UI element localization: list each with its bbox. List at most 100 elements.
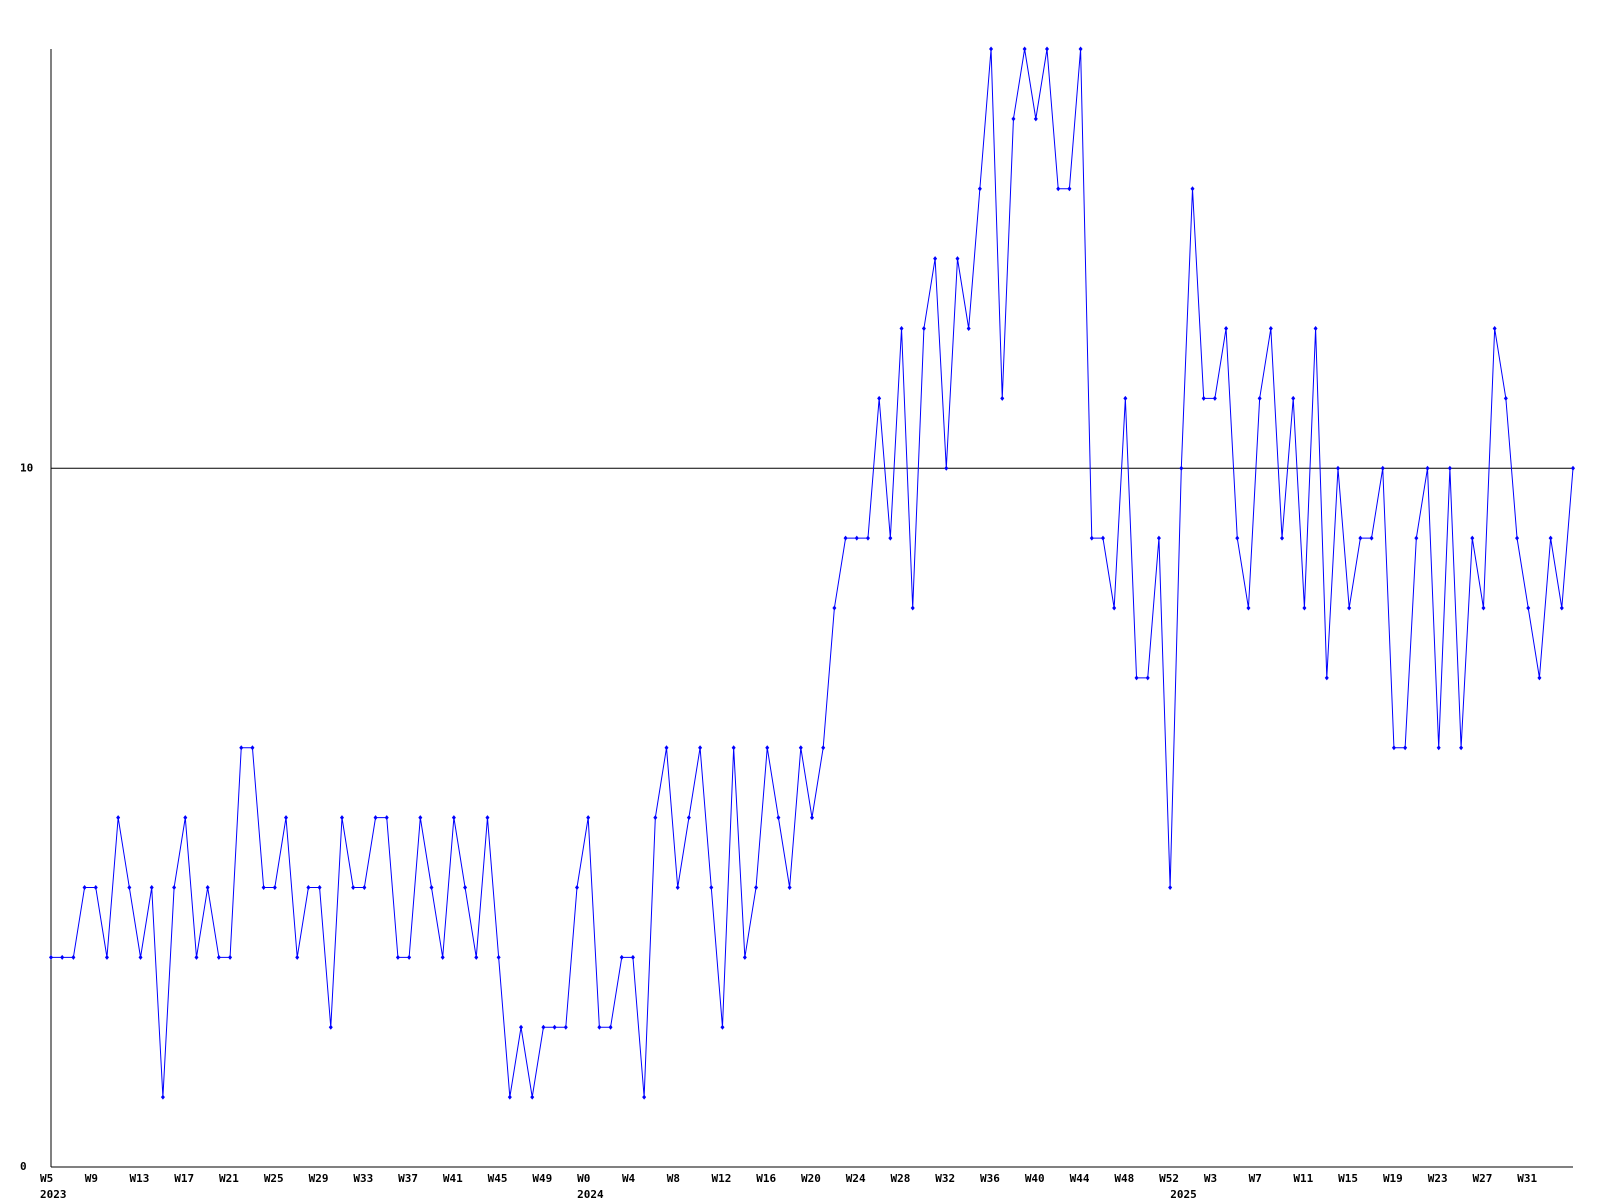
- point-marker: [1347, 605, 1352, 611]
- point-marker: [1526, 605, 1531, 611]
- x-year-label: 2024: [577, 1188, 604, 1200]
- point-marker: [1470, 535, 1475, 541]
- point-marker: [339, 815, 344, 821]
- point-marker: [1548, 535, 1553, 541]
- point-marker: [977, 186, 982, 192]
- point-marker: [1112, 605, 1117, 611]
- point-marker: [1045, 46, 1050, 52]
- point-marker: [709, 885, 714, 890]
- point-marker: [989, 46, 994, 52]
- point-marker: [1246, 605, 1251, 611]
- x-tick-label: W7: [1249, 1172, 1262, 1185]
- x-tick-label: W4: [622, 1172, 636, 1185]
- point-marker: [317, 885, 322, 890]
- point-marker: [496, 954, 501, 960]
- point-marker: [966, 326, 971, 331]
- point-marker: [1481, 605, 1486, 611]
- point-marker: [1559, 605, 1564, 611]
- x-tick-label: W5: [40, 1172, 53, 1185]
- point-marker: [1123, 395, 1128, 401]
- point-marker: [127, 885, 132, 890]
- point-marker: [675, 885, 680, 890]
- point-marker: [60, 954, 65, 960]
- point-marker: [1179, 465, 1184, 471]
- point-marker: [1011, 116, 1016, 122]
- point-marker: [1459, 745, 1464, 751]
- point-marker: [418, 815, 423, 821]
- point-marker: [1302, 605, 1307, 611]
- point-marker: [664, 745, 669, 751]
- point-marker: [93, 885, 98, 890]
- point-marker: [877, 395, 882, 401]
- point-marker: [1447, 465, 1452, 471]
- point-marker: [597, 1024, 602, 1030]
- x-tick-label: W20: [801, 1172, 821, 1185]
- point-marker: [742, 954, 747, 960]
- point-marker: [116, 815, 121, 821]
- point-marker: [854, 535, 859, 541]
- point-marker: [1078, 46, 1083, 52]
- point-marker: [1089, 535, 1094, 541]
- y-tick-label: 0: [20, 1160, 27, 1173]
- point-marker: [530, 1094, 535, 1100]
- point-marker: [798, 745, 803, 751]
- x-tick-label: W3: [1204, 1172, 1217, 1185]
- point-marker: [1324, 675, 1329, 681]
- point-marker: [1235, 535, 1240, 541]
- point-marker: [1335, 465, 1340, 471]
- point-marker: [1022, 46, 1027, 52]
- point-marker: [910, 605, 915, 611]
- point-marker: [619, 954, 624, 960]
- x-tick-label: W16: [756, 1172, 776, 1185]
- x-tick-label: W8: [667, 1172, 680, 1185]
- point-marker: [183, 815, 188, 821]
- point-marker: [832, 605, 837, 611]
- point-marker: [765, 745, 770, 751]
- point-marker: [205, 885, 210, 890]
- x-tick-label: W28: [891, 1172, 911, 1185]
- point-marker: [1000, 395, 1005, 401]
- x-tick-label: W49: [532, 1172, 552, 1185]
- point-marker: [1425, 465, 1430, 471]
- point-marker: [731, 745, 736, 751]
- point-marker: [216, 954, 221, 960]
- point-marker: [1280, 535, 1285, 541]
- point-marker: [1100, 535, 1105, 541]
- point-marker: [172, 885, 177, 890]
- x-tick-label: W13: [130, 1172, 150, 1185]
- point-marker: [843, 535, 848, 541]
- x-tick-label: W12: [711, 1172, 731, 1185]
- x-tick-label: W9: [85, 1172, 98, 1185]
- point-marker: [1291, 395, 1296, 401]
- point-marker: [1515, 535, 1520, 541]
- point-marker: [49, 954, 53, 960]
- x-tick-label: W52: [1159, 1172, 1179, 1185]
- point-marker: [1156, 535, 1161, 541]
- point-marker: [630, 954, 635, 960]
- point-marker: [1268, 326, 1273, 331]
- point-marker: [1537, 675, 1542, 681]
- point-marker: [474, 954, 479, 960]
- point-marker: [865, 535, 870, 541]
- x-year-label: 2023: [40, 1188, 67, 1200]
- point-marker: [295, 954, 300, 960]
- point-marker: [787, 885, 792, 890]
- point-marker: [194, 954, 199, 960]
- point-marker: [351, 885, 356, 890]
- point-marker: [149, 885, 154, 890]
- point-marker: [451, 815, 456, 821]
- point-marker: [1391, 745, 1396, 751]
- point-marker: [239, 745, 244, 751]
- point-marker: [373, 815, 378, 821]
- point-marker: [1033, 116, 1038, 122]
- x-tick-label: W40: [1025, 1172, 1045, 1185]
- point-marker: [1313, 326, 1318, 331]
- point-marker: [552, 1024, 557, 1030]
- point-marker: [463, 885, 468, 890]
- x-tick-label: W33: [353, 1172, 373, 1185]
- x-tick-label: W0: [577, 1172, 590, 1185]
- point-marker: [1224, 326, 1229, 331]
- point-marker: [1414, 535, 1419, 541]
